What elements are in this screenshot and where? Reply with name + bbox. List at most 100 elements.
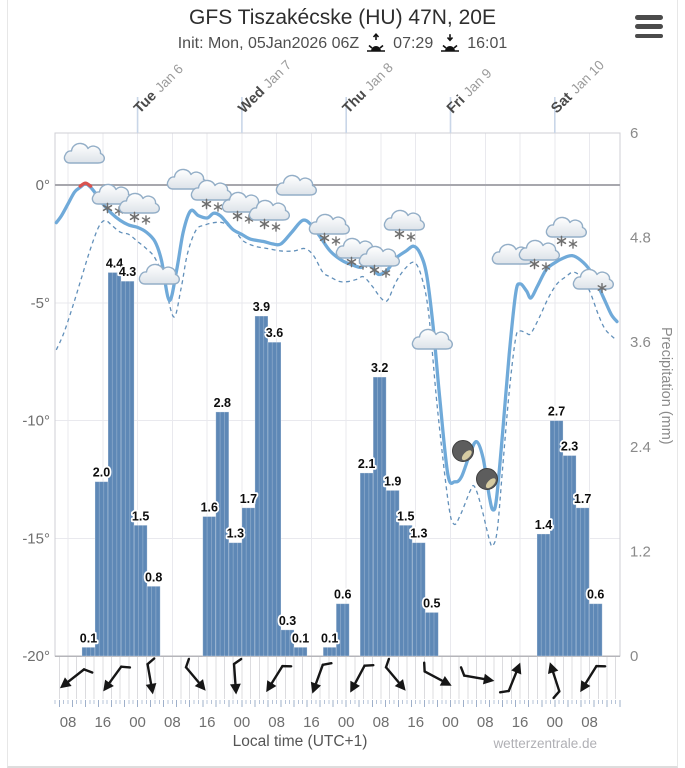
snow-cloud-icon [308, 213, 351, 246]
sunset-icon [441, 34, 460, 52]
moon-icon [452, 440, 474, 463]
cloud-icon [411, 328, 454, 350]
init-label: Init: Mon, 05Jan2026 06Z [177, 35, 360, 52]
wind-arrow-icon [580, 664, 607, 693]
precip-bar [146, 585, 161, 657]
day-labels: TueJan 6 WedJan 7 ThuJan 8 FriJan 9 SatJan 1… [131, 57, 608, 133]
day-label: FriJan 9 [444, 66, 495, 117]
cloud-icon [275, 174, 318, 196]
weather-icons [63, 142, 615, 491]
page-title: GFS Tiszakécske (HU) 47N, 20E [189, 6, 496, 29]
precip-bar [202, 516, 217, 657]
temp-tick-label: -15° [22, 530, 50, 547]
time-tick-label: 00 [338, 714, 355, 731]
precip-value-label: 1.6 [201, 501, 218, 515]
x-axis-caption: Local time (UTC+1) [232, 733, 368, 750]
freezing-segment [78, 181, 93, 188]
day-label: TueJan 6 [131, 61, 187, 117]
sunset-time: 16:01 [467, 35, 508, 52]
time-tick-label: 08 [268, 714, 285, 731]
precip-bar [335, 603, 350, 657]
precip-tick-label: 3.6 [630, 334, 651, 351]
wind-arrow-icon [422, 661, 452, 686]
temp-tick-label: -10° [22, 413, 50, 430]
dewpoint-line [55, 219, 618, 548]
precip-bar [107, 272, 122, 657]
precip-bar [372, 376, 387, 657]
precip-bar [94, 481, 109, 657]
wind-arrow-icon [266, 664, 293, 693]
wind-arrow-icon [384, 657, 406, 691]
precip-value-label: 1.4 [535, 518, 552, 532]
menu-icon[interactable] [635, 15, 663, 38]
precip-bar [575, 507, 590, 657]
precip-bar [228, 542, 243, 657]
precip-value-label: 3.2 [371, 361, 388, 375]
precip-bar [81, 646, 96, 657]
precip-value-label: 2.1 [358, 457, 375, 471]
precip-bars [81, 272, 603, 657]
precip-tick-label: 6 [630, 125, 638, 142]
precip-value-label: 3.9 [253, 300, 270, 314]
temp-tick-label: 0° [36, 177, 50, 194]
time-tick-label: 00 [546, 714, 563, 731]
precip-bar [280, 629, 295, 657]
precip-tick-label: 2.4 [630, 439, 651, 456]
precip-value-label: 0.6 [334, 588, 351, 602]
precip-value-label: 2.3 [561, 440, 578, 454]
precip-bar [359, 472, 374, 657]
precip-value-label: 1.3 [227, 527, 244, 541]
snow-cloud-icon [383, 209, 426, 242]
precip-tick-label: 1.2 [630, 543, 651, 560]
time-tick-label: 16 [199, 714, 216, 731]
wind-arrow-icon [230, 657, 243, 695]
precip-value-label: 0.3 [279, 614, 296, 628]
precip-value-label: 0.1 [292, 631, 309, 645]
time-tick-label: 08 [60, 714, 77, 731]
precip-bar [293, 646, 308, 657]
precip-bar [424, 612, 439, 657]
cloud-icon [138, 263, 181, 285]
sunrise-icon [367, 33, 386, 52]
wind-arrow-icon [145, 657, 157, 695]
sunrise-time: 07:29 [393, 35, 434, 52]
precip-bar [398, 524, 413, 657]
precip-bar [536, 533, 551, 657]
wind-arrow-icon [459, 666, 495, 685]
time-tick-label: 16 [303, 714, 320, 731]
precip-value-label: 0.1 [80, 631, 97, 645]
precip-value-label: 3.6 [266, 326, 283, 340]
wind-arrow-icon [547, 662, 561, 700]
precip-bar [385, 489, 400, 657]
wind-arrow-icon [350, 663, 375, 693]
precip-value-label: 0.6 [587, 588, 604, 602]
wind-arrow-icon [103, 665, 132, 692]
snow-cloud-icon [518, 239, 561, 272]
precip-value-label: 2.8 [214, 396, 231, 410]
day-label: SatJan 10 [548, 57, 607, 116]
time-tick-label: 00 [129, 714, 146, 731]
precip-bar [322, 646, 337, 657]
precip-tick-label: 0 [630, 648, 638, 665]
precip-bar [133, 524, 148, 657]
wind-arrow-icon [498, 662, 522, 694]
time-tick-label: 00 [442, 714, 459, 731]
wind-arrow-icon [59, 668, 94, 689]
day-label: ThuJan 8 [340, 60, 397, 117]
time-tick-label: 16 [407, 714, 424, 731]
precip-bar [588, 603, 603, 657]
time-tick-label: 08 [373, 714, 390, 731]
day-label: WedJan 7 [235, 57, 295, 117]
time-tick-label: 00 [234, 714, 251, 731]
precip-bar [549, 420, 564, 657]
init-row: Init: Mon, 05Jan2026 06Z 07:29 [0, 33, 685, 55]
precip-value-label: 1.7 [574, 492, 591, 506]
precip-bar [120, 280, 135, 657]
precip-bar [215, 411, 230, 657]
wind-strip [54, 657, 621, 707]
precip-value-label: 1.9 [384, 474, 401, 488]
wind-arrow-icon [310, 661, 333, 694]
moon-icon [476, 468, 498, 491]
precip-value-label: 1.3 [410, 527, 427, 541]
